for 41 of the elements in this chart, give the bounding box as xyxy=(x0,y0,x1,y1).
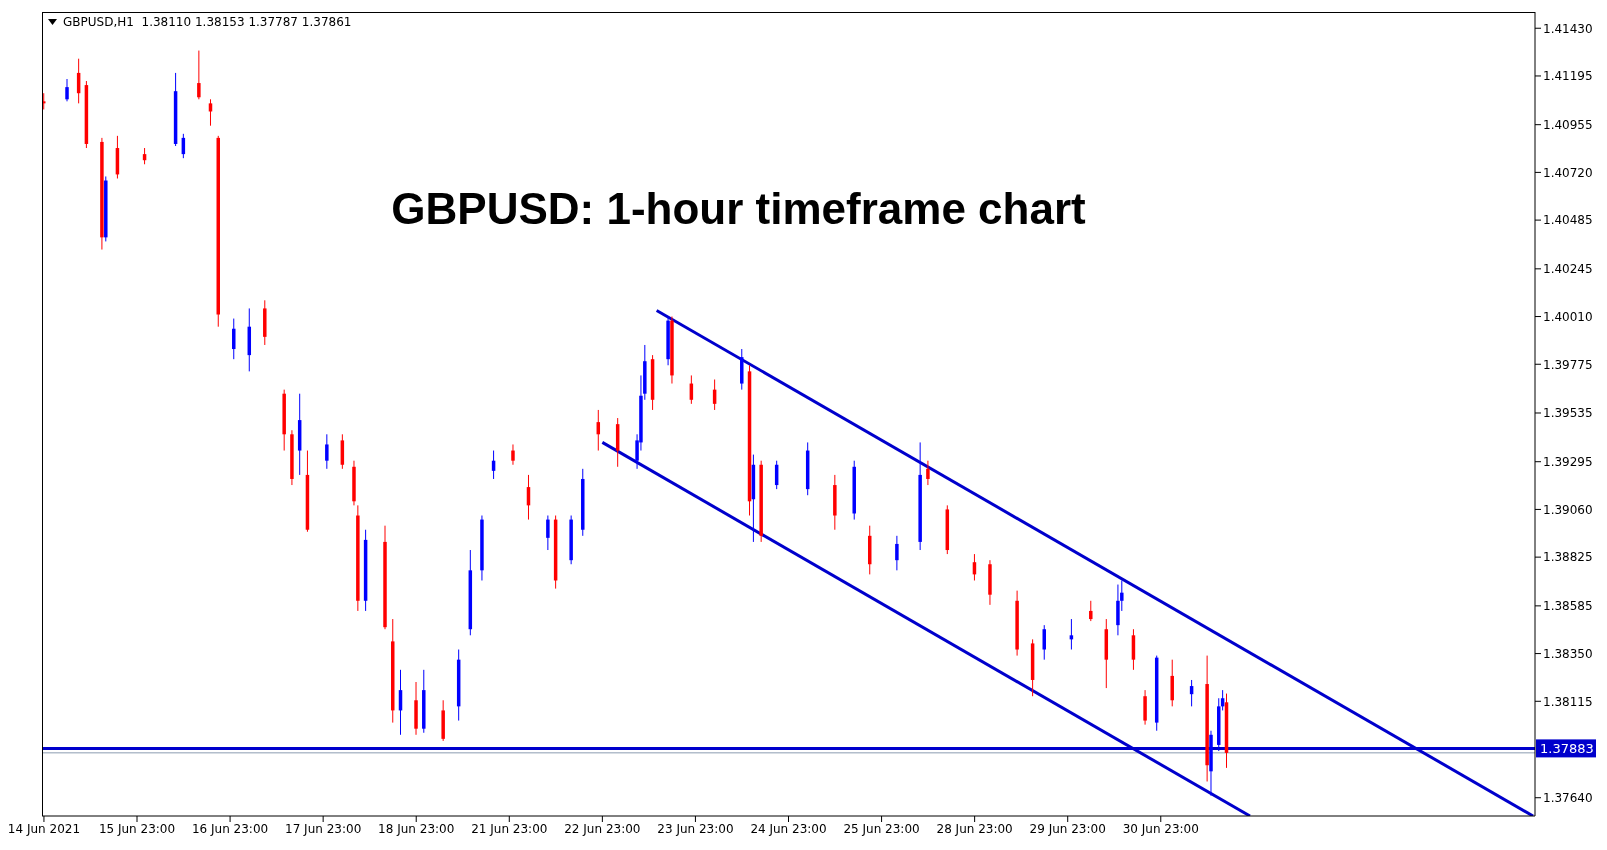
y-tick-label: 1.39060 xyxy=(1543,502,1593,517)
y-tick-label: 1.40485 xyxy=(1543,213,1593,228)
candlestick xyxy=(232,318,236,360)
y-tick-label: 1.41430 xyxy=(1543,21,1593,36)
x-tick-label: 21 Jun 23:00 xyxy=(471,821,548,836)
candlestick xyxy=(65,78,69,102)
y-tick-label: 1.40010 xyxy=(1543,309,1593,324)
y-tick-label: 1.41195 xyxy=(1543,69,1593,84)
candlestick xyxy=(895,535,899,571)
chart-subtitle: GBPUSD,H1 1.38110 1.38153 1.37787 1.37861 xyxy=(63,15,352,29)
x-tick-label: 18 Jun 23:00 xyxy=(378,821,455,836)
y-tick-label: 1.40245 xyxy=(1543,262,1593,277)
y-tick-label: 1.37640 xyxy=(1543,790,1593,805)
y-tick-label: 1.39535 xyxy=(1543,406,1593,421)
x-tick-label: 28 Jun 23:00 xyxy=(936,821,1013,836)
x-tick-label: 23 Jun 23:00 xyxy=(657,821,734,836)
ref-line-label: 1.37883 xyxy=(1540,741,1594,757)
y-tick-label: 1.38825 xyxy=(1543,550,1593,565)
x-tick-label: 30 Jun 23:00 xyxy=(1122,821,1199,836)
x-tick-label: 15 Jun 23:00 xyxy=(98,821,176,836)
x-tick-label: 14 Jun 2021 xyxy=(7,821,81,836)
candlestick xyxy=(197,50,201,100)
x-tick-label: 16 Jun 23:00 xyxy=(191,821,269,836)
y-tick-label: 1.40720 xyxy=(1543,165,1593,180)
y-tick-label: 1.39775 xyxy=(1543,357,1593,372)
x-tick-label: 25 Jun 23:00 xyxy=(843,821,920,836)
text: GBPUSD: 1-hour timeframe chart xyxy=(391,184,1086,233)
y-tick-label: 1.40955 xyxy=(1543,117,1593,132)
candlestick xyxy=(546,515,550,551)
candlestick xyxy=(325,433,329,470)
y-tick-label: 1.38350 xyxy=(1543,646,1593,661)
y-tick-label: 1.39295 xyxy=(1543,454,1593,469)
y-tick-label: 1.38585 xyxy=(1543,599,1593,614)
candlestick xyxy=(1089,600,1093,622)
x-tick-label: 22 Jun 23:00 xyxy=(564,821,641,836)
candlestick xyxy=(511,443,515,466)
candlestick xyxy=(926,460,930,486)
x-tick-label: 29 Jun 23:00 xyxy=(1029,821,1106,836)
x-tick-label: 17 Jun 23:00 xyxy=(285,821,362,836)
y-tick-label: 1.38115 xyxy=(1543,694,1593,709)
x-tick-label: 24 Jun 23:00 xyxy=(750,821,827,836)
